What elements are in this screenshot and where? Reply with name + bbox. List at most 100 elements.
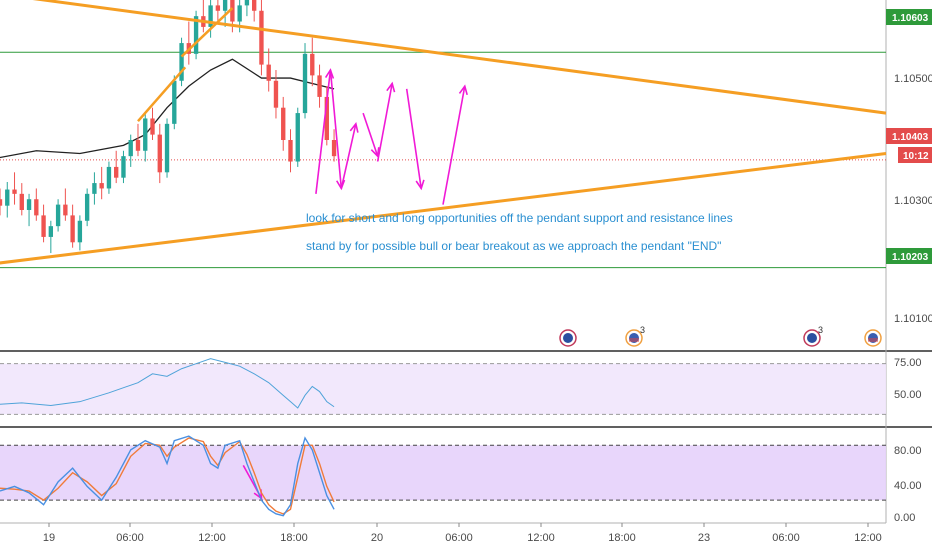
projection-arrow-3-shaft[interactable] — [362, 112, 379, 157]
pennant-resistance-line[interactable] — [0, 0, 887, 115]
event-count-2: 3 — [818, 325, 823, 335]
support-badge — [886, 248, 932, 264]
candle-body-1[interactable] — [5, 189, 10, 206]
pennant-trendlines[interactable] — [0, 0, 887, 265]
projection-arrow-5-shaft[interactable] — [405, 88, 423, 189]
time-label-5: 06:00 — [445, 532, 473, 544]
pennant-support-line[interactable] — [0, 151, 887, 265]
candle-body-11[interactable] — [77, 220, 83, 243]
candle-body-24[interactable] — [172, 80, 177, 124]
support-badge-text: 1.10203 — [892, 252, 929, 263]
time-label-8: 23 — [698, 532, 710, 544]
event-count-1: 3 — [640, 325, 645, 335]
candle-body-14[interactable] — [99, 183, 104, 189]
candle-body-29[interactable] — [208, 5, 213, 27]
rsi-label-75: 75.00 — [894, 357, 922, 369]
projection-arrow-6-shaft[interactable] — [442, 86, 466, 205]
candle-body-38[interactable] — [273, 80, 279, 108]
annotation-line-2[interactable]: stand by for possible bull or bear break… — [306, 239, 721, 253]
candle-body-33[interactable] — [237, 5, 242, 22]
projection-arrows[interactable] — [242, 68, 468, 500]
stoch-label-0: 0.00 — [894, 512, 915, 524]
candle-body-17[interactable] — [121, 156, 126, 178]
candle-body-46[interactable] — [331, 140, 337, 157]
rally-line-1[interactable] — [180, 7, 234, 58]
candlestick-series[interactable] — [0, 0, 337, 254]
price-axis-background — [886, 0, 932, 550]
candle-body-13[interactable] — [92, 183, 97, 194]
price-pane[interactable] — [0, 0, 886, 350]
candle-body-40[interactable] — [288, 140, 293, 162]
projection-arrow-0-head — [324, 68, 335, 79]
rally-line-0[interactable] — [137, 66, 187, 122]
current-price-badge — [886, 128, 932, 144]
moving-average-line[interactable] — [0, 58, 335, 159]
rsi-label-50: 50.00 — [894, 389, 922, 401]
projection-arrow-4-head — [386, 81, 396, 93]
candle-body-25[interactable] — [179, 43, 184, 81]
candle-body-31[interactable] — [222, 0, 228, 11]
rsi-line[interactable] — [0, 358, 335, 409]
candle-body-8[interactable] — [55, 204, 61, 227]
projection-arrow-0-shaft[interactable] — [315, 69, 332, 194]
price-label-3: 1.10100 — [894, 313, 932, 325]
countdown-badge-text: 10:12 — [903, 151, 929, 162]
candle-body-0[interactable] — [0, 199, 3, 206]
candle-body-20[interactable] — [143, 118, 148, 151]
time-label-10: 12:00 — [854, 532, 882, 544]
candle-body-23[interactable] — [164, 123, 170, 173]
candle-body-6[interactable] — [41, 215, 46, 237]
candle-body-21[interactable] — [150, 118, 155, 135]
time-label-1: 06:00 — [116, 532, 144, 544]
projection-arrow-1-shaft[interactable] — [329, 69, 343, 189]
candle-body-19[interactable] — [135, 140, 141, 151]
candle-body-7[interactable] — [48, 226, 54, 237]
stochastic-indicator[interactable] — [0, 435, 335, 517]
annotation-line-1[interactable]: look for short and long opportunities of… — [306, 211, 733, 225]
time-axis[interactable]: 19 06:00 12:00 18:00 20 06:00 12:00 18:00 23 06:0… — [43, 523, 882, 544]
candle-body-32[interactable] — [230, 0, 235, 22]
candle-body-3[interactable] — [19, 193, 24, 210]
candle-body-2[interactable] — [12, 189, 17, 194]
stoch-band — [0, 445, 886, 501]
projection-arrow-5-head — [415, 179, 425, 191]
stoch-k-line[interactable] — [0, 435, 335, 517]
candle-body-34[interactable] — [244, 0, 250, 6]
price-label-1: 1.10500 — [894, 73, 932, 85]
candle-body-16[interactable] — [114, 166, 119, 178]
candle-body-30[interactable] — [215, 5, 221, 11]
candle-body-10[interactable] — [70, 215, 75, 243]
projection-arrow-2-head — [349, 122, 359, 133]
candle-body-39[interactable] — [281, 107, 286, 140]
candle-body-36[interactable] — [259, 10, 264, 65]
candle-body-42[interactable] — [302, 53, 308, 114]
countdown-badge — [898, 147, 932, 163]
moving-average[interactable] — [0, 58, 335, 159]
candle-body-44[interactable] — [317, 75, 322, 97]
resistance-badge-text: 1.10603 — [892, 13, 929, 24]
candle-body-35[interactable] — [252, 0, 257, 11]
candle-body-43[interactable] — [310, 53, 315, 76]
stoch-label-80: 80.00 — [894, 445, 922, 457]
candle-body-22[interactable] — [157, 134, 162, 173]
candle-body-41[interactable] — [295, 113, 300, 162]
candle-body-37[interactable] — [266, 64, 271, 81]
projection-arrow-2-shaft[interactable] — [340, 123, 357, 189]
candle-body-18[interactable] — [128, 140, 133, 157]
time-label-4: 20 — [371, 532, 383, 544]
projection-arrow-4-shaft[interactable] — [376, 83, 393, 162]
candle-body-45[interactable] — [324, 96, 329, 140]
candle-body-5[interactable] — [34, 199, 39, 216]
rsi-indicator[interactable] — [0, 358, 335, 409]
candle-body-27[interactable] — [193, 16, 199, 54]
candle-body-4[interactable] — [26, 199, 32, 210]
candle-body-12[interactable] — [84, 193, 90, 221]
time-label-0: 19 — [43, 532, 55, 544]
projection-arrow-3-head — [370, 147, 380, 158]
candle-body-9[interactable] — [63, 204, 68, 216]
candle-body-15[interactable] — [106, 166, 112, 189]
stoch-d-line[interactable] — [0, 437, 335, 515]
projection-arrow-6-head — [458, 84, 468, 96]
